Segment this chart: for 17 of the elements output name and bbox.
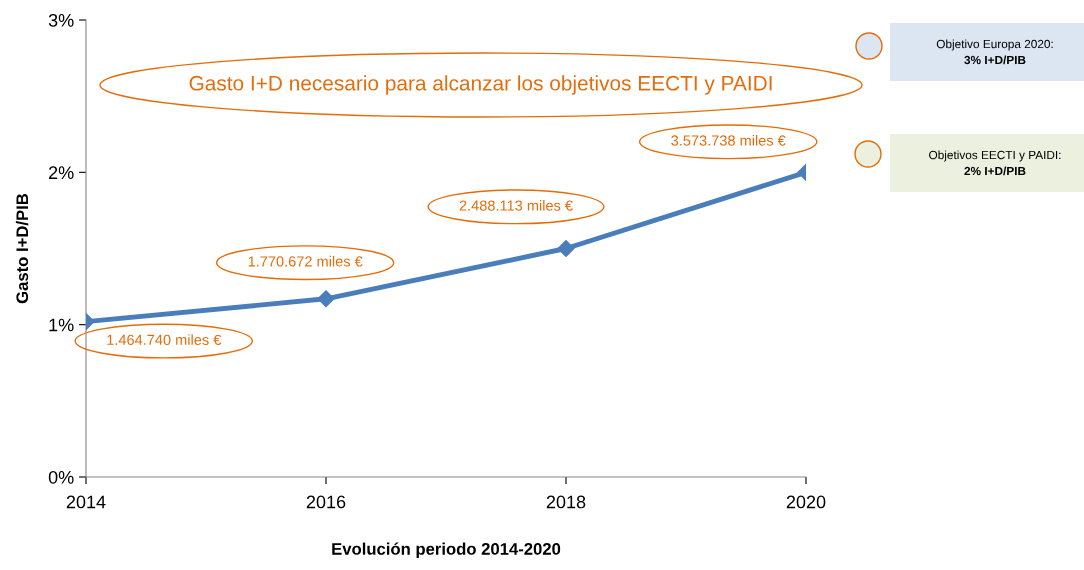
y-tick-label: 1% bbox=[49, 318, 74, 332]
x-axis-title: Evolución periodo 2014-2020 bbox=[332, 542, 561, 559]
y-axis-title: Gasto I+D/PIB bbox=[15, 193, 29, 304]
x-tick-label: 2014 bbox=[66, 495, 106, 509]
y-tick-label: 3% bbox=[48, 13, 74, 27]
x-tick-label: 2018 bbox=[546, 495, 586, 509]
annotation: 1.464.740 miles € bbox=[107, 334, 222, 345]
y-tick-label: 2% bbox=[49, 166, 74, 179]
x-tick-label: 2016 bbox=[306, 495, 346, 509]
annotation: 1.770.672 miles € bbox=[248, 255, 363, 267]
x-tick-label: 2020 bbox=[786, 495, 826, 509]
annotation: Gasto I+D necesario para alcanzar los objetivos EECTI y PAIDI bbox=[189, 75, 772, 95]
text: Objetivo Europa 2020: 3% I+D/PIB bbox=[936, 39, 1053, 65]
y-tick-label: 0% bbox=[48, 470, 74, 484]
annotation: 3.573.738 miles € bbox=[671, 134, 786, 146]
annotation: 2.488.113 miles € bbox=[459, 200, 573, 211]
text: Objetivos EECTI y PAIDI: 2% I+D/PIB bbox=[929, 150, 1061, 176]
